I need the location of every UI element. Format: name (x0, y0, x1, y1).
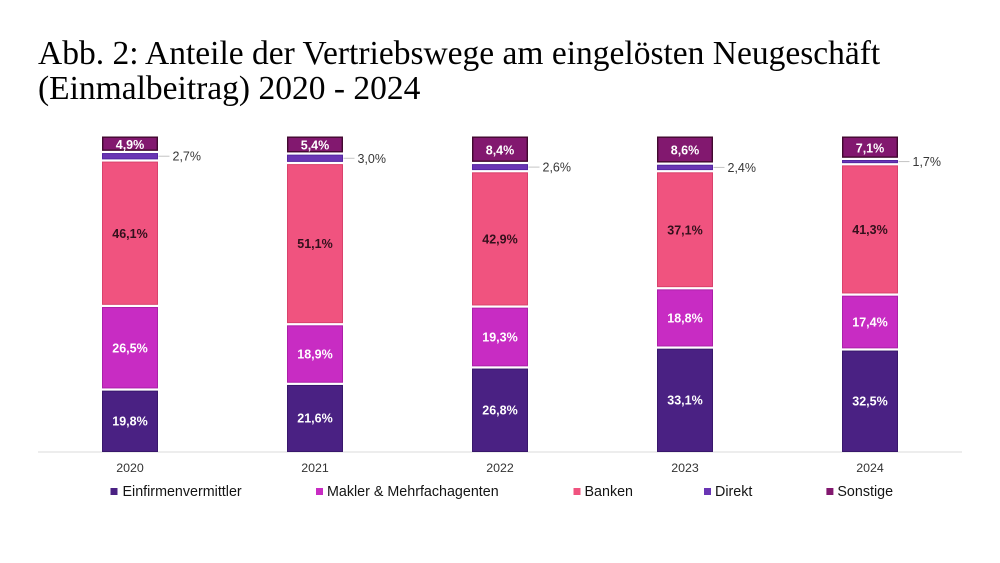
svg-text:2023: 2023 (671, 461, 699, 475)
svg-text:2,4%: 2,4% (728, 161, 757, 175)
svg-text:21,6%: 21,6% (297, 412, 332, 426)
svg-text:33,1%: 33,1% (667, 393, 702, 407)
svg-text:2,6%: 2,6% (543, 161, 572, 175)
svg-text:Direkt: Direkt (715, 484, 752, 500)
svg-text:Sonstige: Sonstige (837, 484, 893, 500)
svg-text:4,9%: 4,9% (116, 138, 145, 152)
svg-text:26,8%: 26,8% (482, 403, 517, 417)
svg-text:32,5%: 32,5% (852, 394, 887, 408)
svg-text:26,5%: 26,5% (112, 341, 147, 355)
svg-text:46,1%: 46,1% (112, 227, 147, 241)
svg-text:8,6%: 8,6% (671, 144, 700, 158)
svg-text:18,9%: 18,9% (297, 348, 332, 362)
svg-text:41,3%: 41,3% (852, 223, 887, 237)
svg-text:51,1%: 51,1% (297, 237, 332, 251)
svg-text:42,9%: 42,9% (482, 232, 517, 246)
svg-text:7,1%: 7,1% (856, 141, 885, 155)
svg-text:2024: 2024 (856, 461, 884, 475)
svg-text:18,8%: 18,8% (667, 312, 702, 326)
svg-text:3,0%: 3,0% (358, 152, 387, 166)
svg-text:2020: 2020 (116, 461, 144, 475)
svg-text:2021: 2021 (301, 461, 329, 475)
svg-text:Einfirmenvermittler: Einfirmenvermittler (123, 484, 242, 500)
svg-text:1,7%: 1,7% (913, 155, 942, 169)
svg-text:8,4%: 8,4% (486, 143, 515, 157)
svg-text:Makler & Mehrfachagenten: Makler & Mehrfachagenten (327, 484, 499, 500)
svg-text:2,7%: 2,7% (173, 150, 202, 164)
svg-text:19,3%: 19,3% (482, 331, 517, 345)
svg-text:Banken: Banken (585, 484, 634, 500)
svg-text:2022: 2022 (486, 461, 514, 475)
svg-text:17,4%: 17,4% (852, 316, 887, 330)
svg-text:5,4%: 5,4% (301, 139, 330, 153)
svg-text:37,1%: 37,1% (667, 223, 702, 237)
svg-text:19,8%: 19,8% (112, 414, 147, 428)
